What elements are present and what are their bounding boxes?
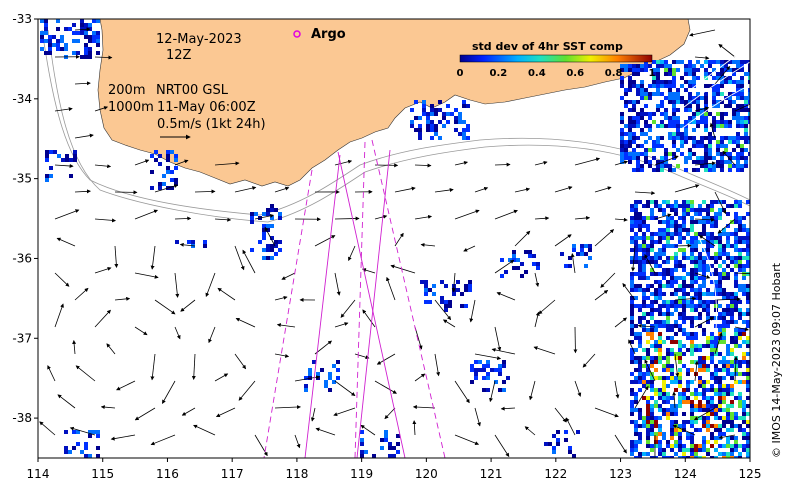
- y-tick-label: -38: [12, 411, 32, 425]
- current-vectors: [39, 27, 750, 458]
- product-label: NRT00 GSL: [156, 83, 229, 98]
- x-tick-label: 117: [221, 467, 244, 481]
- x-tick-label: 123: [609, 467, 632, 481]
- y-axis: -33 -34 -35 -36 -37 -38: [12, 12, 38, 425]
- colorbar-tick-label: 0: [457, 68, 464, 79]
- contour-1000-label: 1000m: [108, 100, 154, 115]
- hour-label: 12Z: [166, 48, 192, 63]
- streamlines: [679, 44, 750, 331]
- argo-legend: Argo: [311, 27, 346, 42]
- argo-marker-icon: [293, 30, 301, 38]
- satellite-tracks: [263, 139, 446, 458]
- y-tick-label: -33: [12, 12, 32, 26]
- x-axis: 114 115 116 117 118 119 120 121 122 123 124 125: [27, 458, 762, 481]
- plot-frame: [37, 18, 751, 459]
- contour-200-label: 200m: [108, 83, 145, 98]
- x-tick-label: 114: [27, 467, 50, 481]
- y-tick-label: -36: [12, 251, 32, 265]
- x-tick-label: 124: [674, 467, 697, 481]
- x-tick-label: 116: [156, 467, 179, 481]
- credit-text: © IMOS 14-May-2023 09:07 Hobart: [770, 262, 783, 458]
- x-tick-label: 119: [350, 467, 373, 481]
- scale-label: 0.5m/s (1kt 24h): [157, 117, 266, 132]
- colorbar-title: std dev of 4hr SST comp: [472, 40, 623, 53]
- colorbar-tick-label: 0.4: [528, 68, 546, 79]
- x-tick-label: 115: [91, 467, 114, 481]
- x-tick-label: 118: [285, 467, 308, 481]
- colorbar-tick-label: 0.8: [605, 68, 623, 79]
- y-tick-label: -37: [12, 331, 32, 345]
- colorbar-tick-label: 0.2: [490, 68, 508, 79]
- y-tick-label: -34: [12, 92, 32, 106]
- colorbar-tick-label: 1: [649, 68, 656, 79]
- x-tick-label: 122: [544, 467, 567, 481]
- y-tick-label: -35: [12, 172, 32, 186]
- contour-1000m: [47, 29, 750, 223]
- colorbar-ticks: 0 0.2 0.4 0.6 0.8 1: [457, 68, 656, 79]
- product-time-label: 11-May 06:00Z: [157, 100, 256, 115]
- colorbar-tick-label: 0.6: [566, 68, 584, 79]
- colorbar: [459, 54, 653, 63]
- x-tick-label: 125: [739, 467, 762, 481]
- x-tick-label: 120: [415, 467, 438, 481]
- date-label: 12-May-2023: [156, 32, 242, 47]
- x-tick-label: 121: [480, 467, 503, 481]
